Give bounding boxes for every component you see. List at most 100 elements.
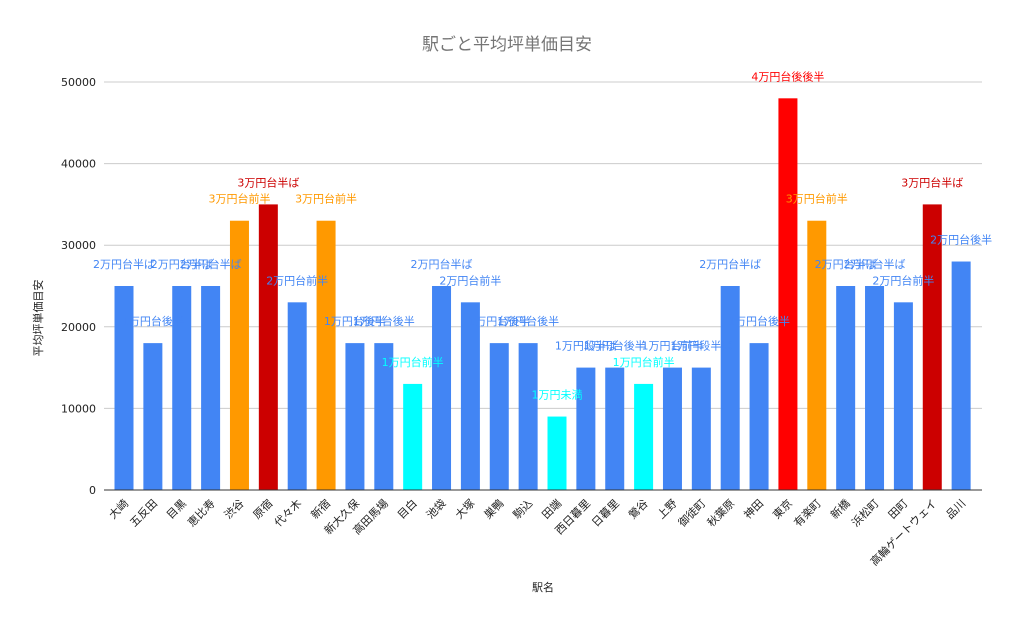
data-label: 1万円台後半 [497, 314, 559, 328]
x-tick-label: 恵比寿 [184, 496, 217, 529]
data-label: 3万円台半ば [237, 175, 299, 189]
y-tick-label: 0 [89, 484, 96, 497]
data-label: 3万円台前半 [295, 192, 357, 206]
x-tick-label: 鶯谷 [625, 496, 650, 521]
data-label: 1万円台前半 [641, 339, 703, 353]
y-tick-label: 20000 [61, 321, 96, 334]
y-tick-label: 50000 [61, 76, 96, 89]
x-axis-label: 駅名 [532, 580, 554, 594]
data-label: 4万円台後後半 [751, 69, 824, 83]
data-label: 1万円台後半 [324, 314, 386, 328]
data-label: 1万円未満 [532, 389, 583, 402]
x-tick-label: 東京 [770, 496, 795, 521]
data-label: 1万円台後半 [353, 314, 415, 328]
x-tick-label: 原宿 [250, 496, 275, 521]
x-tick-label: 田町 [886, 497, 911, 522]
data-label: 2万円台半ば [815, 257, 877, 271]
x-tick-label: 浜松町 [848, 496, 881, 529]
chart-title: 駅ごと平均坪単価目安 [422, 35, 592, 55]
x-tick-label: 新宿 [308, 496, 333, 521]
x-tick-label: 新橋 [827, 496, 852, 521]
bar [634, 383, 654, 490]
data-label: 2万円台半ば [844, 257, 906, 271]
x-tick-label: 大塚 [452, 496, 477, 521]
x-tick-label: 上野 [655, 497, 680, 522]
data-label: 2万円台前半 [439, 273, 501, 287]
data-labels: 2万円台半ば1万円台後半2万円台半ば2万円台半ば3万円台前半3万円台半ば2万円台… [93, 69, 992, 401]
bar [201, 286, 221, 490]
x-tick-label: 五反田 [127, 497, 160, 530]
bar [865, 286, 885, 490]
data-label: 1万円台前半 [613, 355, 675, 369]
data-label: 2万円台半ば [699, 257, 761, 271]
bar [143, 343, 163, 490]
bar [460, 302, 480, 490]
bar [229, 220, 249, 490]
x-tick-label: 駒込 [511, 497, 536, 522]
gridlines [104, 81, 982, 409]
bar [951, 261, 971, 490]
x-tick-label: 有楽町 [791, 496, 824, 529]
bar [345, 343, 365, 490]
data-label: 2万円台半ば [151, 257, 213, 271]
bar [287, 302, 307, 490]
x-tick-label: 大崎 [106, 496, 131, 521]
bar [662, 367, 682, 490]
data-label: 2万円台半ば [411, 257, 473, 271]
data-label: 1万円台前半 [382, 355, 444, 369]
bar [605, 367, 625, 490]
x-tick-label: 池袋 [423, 496, 448, 521]
data-label: 2万円台前半 [872, 273, 934, 287]
x-tick-label: 秋葉原 [704, 496, 737, 529]
bar [691, 367, 711, 490]
bar [778, 98, 798, 490]
bar [316, 220, 336, 490]
x-tick-label: 田端 [539, 497, 564, 522]
bar [172, 286, 192, 490]
x-tick-label: 巣鴨 [481, 496, 506, 521]
bar [403, 383, 423, 490]
data-label: 2万円台前半 [266, 273, 328, 287]
x-tick-label: 渋谷 [222, 497, 247, 522]
y-axis-label: 平均坪単価目安 [31, 280, 45, 357]
bar [576, 367, 596, 490]
x-tick-label: 御徒町 [675, 496, 708, 529]
data-label: 1万円段半ば [670, 339, 732, 353]
bar [836, 286, 856, 490]
data-label: 2万円台半ば [180, 257, 242, 271]
y-tick-label: 10000 [61, 402, 96, 415]
bar [720, 286, 740, 490]
bar [518, 343, 538, 490]
bars [114, 98, 971, 490]
bar [489, 343, 509, 490]
bar [893, 302, 913, 490]
y-tick-label: 40000 [61, 158, 96, 171]
data-label: 3万円台半ば [901, 175, 963, 189]
bar [432, 286, 452, 490]
x-tick-label: 代々木 [272, 497, 305, 530]
bar [547, 416, 567, 490]
data-label: 3万円台前半 [786, 192, 848, 206]
x-tick-label: 目白 [394, 496, 419, 521]
data-label: 3万円台前半 [208, 192, 270, 206]
data-label: 2万円台後半 [930, 233, 992, 247]
data-label: 1万円台後半 [122, 314, 184, 328]
data-label: 1万円台後半 [584, 339, 646, 353]
bar [114, 286, 134, 490]
x-tick-label: 目黒 [164, 497, 189, 522]
bar [258, 204, 278, 490]
data-label: 2万円台半ば [93, 257, 155, 271]
x-tick-label: 品川 [944, 497, 969, 522]
x-tick-label: 神田 [741, 496, 766, 521]
x-tick-label: 日暮里 [589, 496, 622, 529]
bar [922, 204, 942, 490]
bar [749, 343, 769, 490]
y-tick-label: 30000 [61, 239, 96, 252]
bar [374, 343, 394, 490]
data-label: 1万円台後半 [728, 314, 790, 328]
data-label: 1万円段半ば [555, 339, 617, 353]
bar [807, 220, 827, 490]
data-label: 1万円台後半 [468, 314, 530, 328]
